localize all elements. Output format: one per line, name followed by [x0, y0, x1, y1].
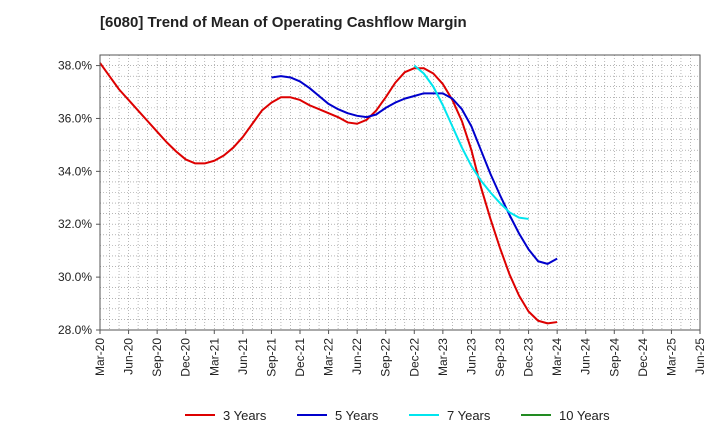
x-tick-label: Mar-23 — [436, 338, 450, 376]
x-tick-label: Mar-25 — [664, 338, 678, 376]
y-tick-label: 34.0% — [58, 164, 92, 178]
x-tick-label: Jun-24 — [579, 338, 593, 375]
x-tick-label: Dec-20 — [179, 338, 193, 377]
plot-frame — [99, 54, 701, 331]
legend-label-10-years: 10 Years — [559, 408, 610, 423]
series-line-7-years — [413, 64, 529, 220]
y-tick-label: 32.0% — [58, 217, 92, 231]
x-tick-label: Dec-21 — [293, 338, 307, 377]
x-tick-label: Sep-20 — [150, 338, 164, 377]
x-tick-label: Mar-24 — [550, 338, 564, 376]
x-tick-label: Mar-21 — [207, 338, 221, 376]
series-line-3-years — [99, 62, 558, 325]
y-tick-label: 30.0% — [58, 270, 92, 284]
x-tick-label: Sep-23 — [493, 338, 507, 377]
series-layer — [99, 62, 558, 325]
x-tick-label: Jun-25 — [693, 338, 707, 375]
series-line-5-years — [271, 75, 558, 265]
x-tick-label: Dec-23 — [522, 338, 536, 377]
y-tick-label: 38.0% — [58, 59, 92, 73]
x-tick-label: Jun-23 — [464, 338, 478, 375]
legend-label-7-years: 7 Years — [447, 408, 491, 423]
x-tick-label: Jun-22 — [350, 338, 364, 375]
x-tick-label: Mar-22 — [322, 338, 336, 376]
x-tick-label: Dec-24 — [636, 338, 650, 377]
y-tick-label: 36.0% — [58, 111, 92, 125]
legend: 3 Years 5 Years 7 Years 10 Years — [185, 408, 610, 423]
x-tick-label: Dec-22 — [407, 338, 421, 377]
y-tick-label: 28.0% — [58, 323, 92, 337]
x-tick-label: Sep-22 — [379, 338, 393, 377]
legend-label-5-years: 5 Years — [335, 408, 379, 423]
chart-title: [6080] Trend of Mean of Operating Cashfl… — [100, 14, 467, 31]
grid-layer — [99, 54, 701, 331]
x-tick-label: Mar-20 — [93, 338, 107, 376]
x-tick-label: Jun-21 — [236, 338, 250, 375]
x-tick-label: Sep-21 — [264, 338, 278, 377]
axis-layer: 38.0% 36.0% 34.0% 32.0% 30.0% 28.0%Mar-20 Jun-… — [58, 54, 707, 377]
x-tick-label: Sep-24 — [607, 338, 621, 377]
x-tick-label: Jun-20 — [122, 338, 136, 375]
legend-label-3-years: 3 Years — [223, 408, 267, 423]
